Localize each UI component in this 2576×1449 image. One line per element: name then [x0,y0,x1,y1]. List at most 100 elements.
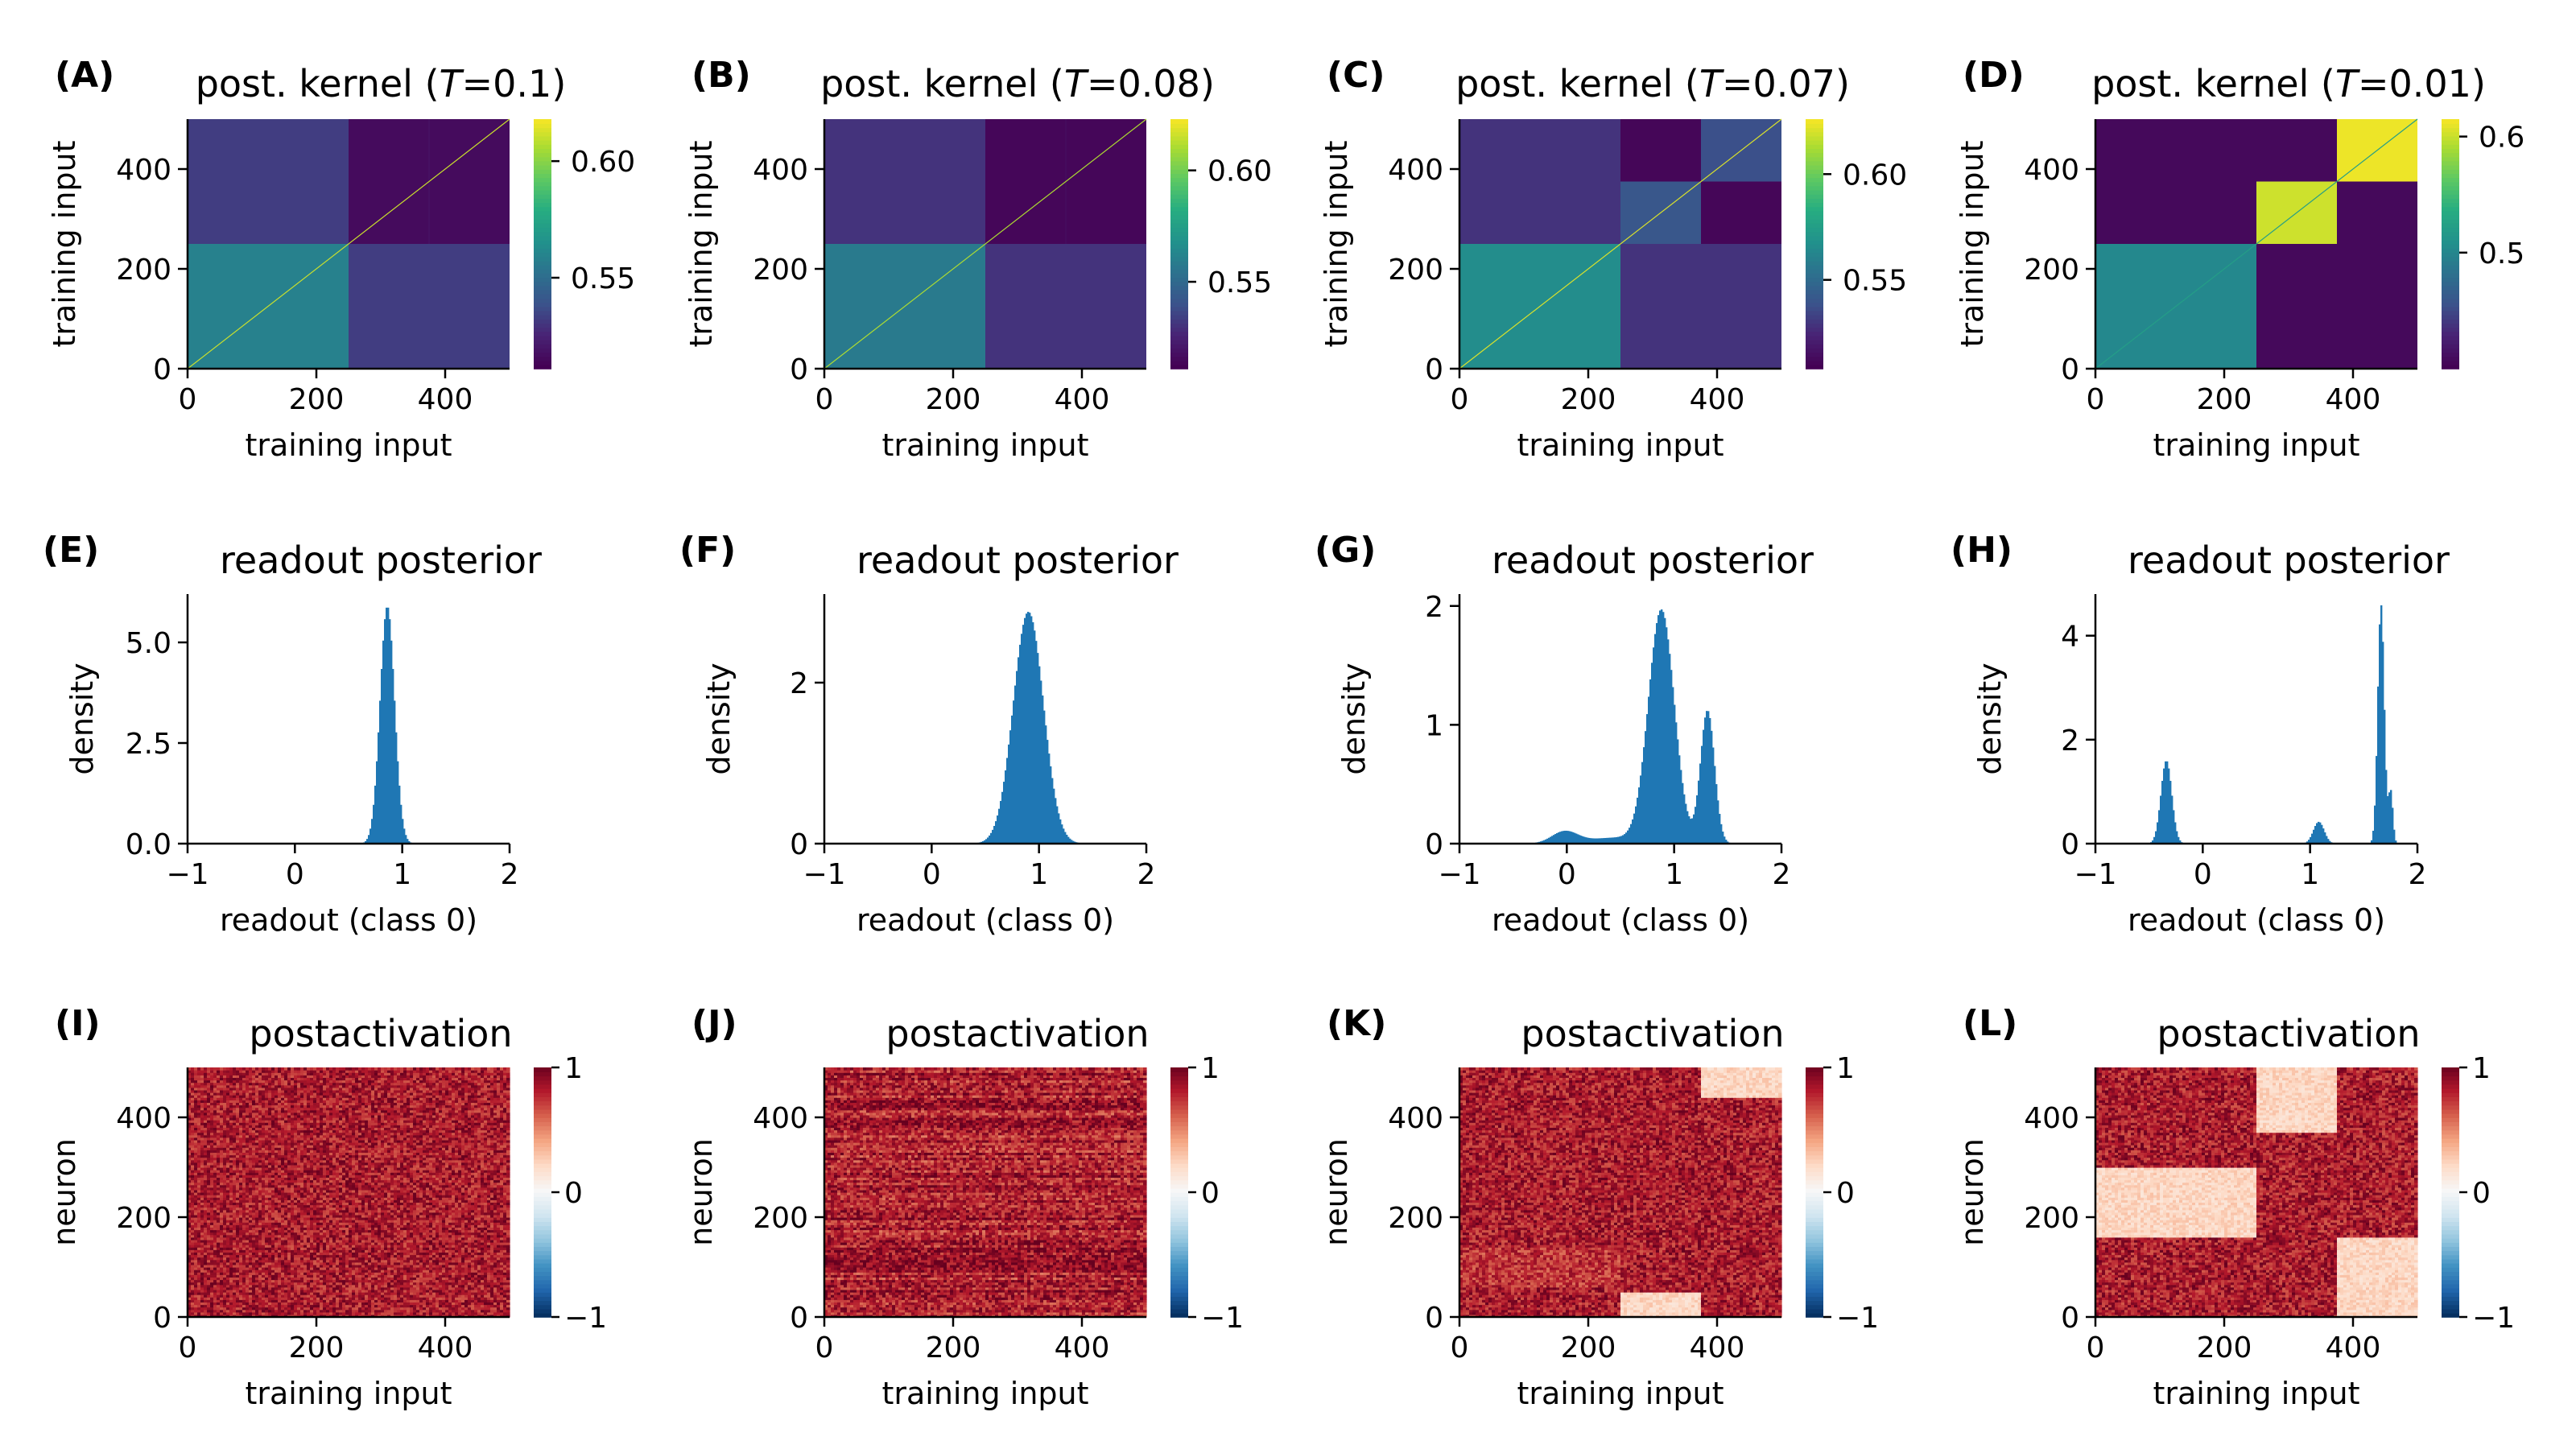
histogram-bar [1071,840,1073,844]
colorbar-step [534,348,551,353]
colorbar-step [1170,327,1188,332]
histogram-bar [995,821,997,844]
histogram-bar [1567,831,1570,844]
colorbar-step [1170,227,1188,233]
chart-title: readout posterior [857,539,1179,582]
colorbar-step [2442,173,2459,179]
chart-title: post. kernel (T=0.07) [1455,62,1850,105]
histogram-bar [1685,803,1687,844]
histogram-bar [1703,729,1705,844]
histogram-bar [1582,836,1584,844]
histogram-bar [1003,782,1005,844]
x-tick-label: −1 [1438,858,1480,891]
x-tick-label: 1 [2301,858,2319,891]
colorbar-step [1806,344,1823,349]
colorbar-step [534,302,551,308]
colorbar-step [534,210,551,216]
y-tick-label: 0 [790,828,808,861]
title-prefix: post. kernel ( [820,62,1064,105]
colorbar-step [1170,160,1188,166]
colorbar-step [1806,156,1823,162]
colorbar-step [1806,352,1823,357]
histogram-bar [1608,837,1610,844]
histogram-bar [1574,832,1576,844]
panel-A: (A) post. kernel (T=0.1)0 200 4000200400tra… [47,55,635,463]
x-tick-label: −1 [2074,858,2116,891]
y-tick-label: 0 [1425,828,1443,861]
histogram-bar [371,819,374,844]
histogram-bar [1016,671,1018,844]
colorbar-step [2442,206,2459,212]
colorbar-step [2442,194,2459,199]
colorbar-step [1806,189,1823,195]
colorbar-step [534,231,551,237]
histogram-bar [1693,814,1695,844]
colorbar-step [534,173,551,179]
colorbar-step [534,289,551,295]
colorbar-step [2442,148,2459,154]
kernel-block-top-left [2095,119,2256,244]
colorbar-step [534,294,551,299]
histogram-bar [1715,784,1718,844]
colorbar-step [534,119,551,124]
colorbar-step [1170,244,1188,249]
colorbar-step [534,131,551,137]
y-tick-label: 200 [753,254,808,287]
colorbar-step [1170,319,1188,324]
colorbar-step [1170,239,1188,245]
histogram-bar [1571,832,1573,844]
kernel-block-bottom-right [2256,244,2417,369]
colorbar-step [2442,248,2459,254]
histogram-bar [366,839,369,844]
kernel-block-top-left [1459,119,1620,244]
x-tick-label: 400 [418,383,473,416]
colorbar-step [534,144,551,149]
colorbar-step [534,177,551,183]
colorbar-step [1170,123,1188,129]
colorbar-step [1170,214,1188,220]
y-tick-label: 0.0 [126,828,171,861]
histogram-bar [1598,838,1600,844]
colorbar-step [1170,152,1188,158]
chart-title: post. kernel (T=0.08) [820,62,1215,105]
histogram-bar [369,828,372,844]
colorbar-step [1806,160,1823,166]
histogram-bar [387,607,390,844]
histogram-bar [1046,740,1049,844]
histogram-bar [408,840,411,844]
histogram-bar [1680,770,1682,844]
histogram-bar [1674,704,1676,844]
histogram-bar [1677,739,1679,844]
colorbar-step [2442,273,2459,279]
colorbar-step [534,148,551,154]
colorbar-tick-label: 0.55 [1843,265,1907,298]
histogram-bar [389,619,391,844]
histogram-bar [1720,824,1723,844]
x-tick-label: 0 [179,383,197,416]
colorbar-step [534,306,551,312]
colorbar-step [2442,302,2459,308]
colorbar-step [1170,269,1188,274]
colorbar-step [2442,348,2459,353]
colorbar-tick-label: 0.60 [1843,159,1907,192]
histogram-bar [985,839,988,844]
colorbar-step [534,202,551,208]
colorbar-step [1170,277,1188,283]
colorbar-step [534,152,551,158]
x-tick-label: 0 [923,858,941,891]
colorbar-step [2442,294,2459,299]
histogram-bar [1638,787,1641,844]
colorbar-step [1170,223,1188,229]
histogram-bars [360,607,415,844]
x-tick-label: 0 [1451,383,1469,416]
chart-title: readout posterior [2128,539,2450,582]
histogram-bar [1058,813,1060,844]
histogram-bar [1543,840,1546,844]
histogram-bar [1050,766,1052,844]
histogram-bar [1008,744,1010,844]
colorbar-step [534,214,551,220]
y-tick-label: 400 [1388,154,1443,187]
colorbar-step [1806,327,1823,332]
kernel-block-bottom-right [349,244,510,369]
colorbar-step [1170,314,1188,320]
